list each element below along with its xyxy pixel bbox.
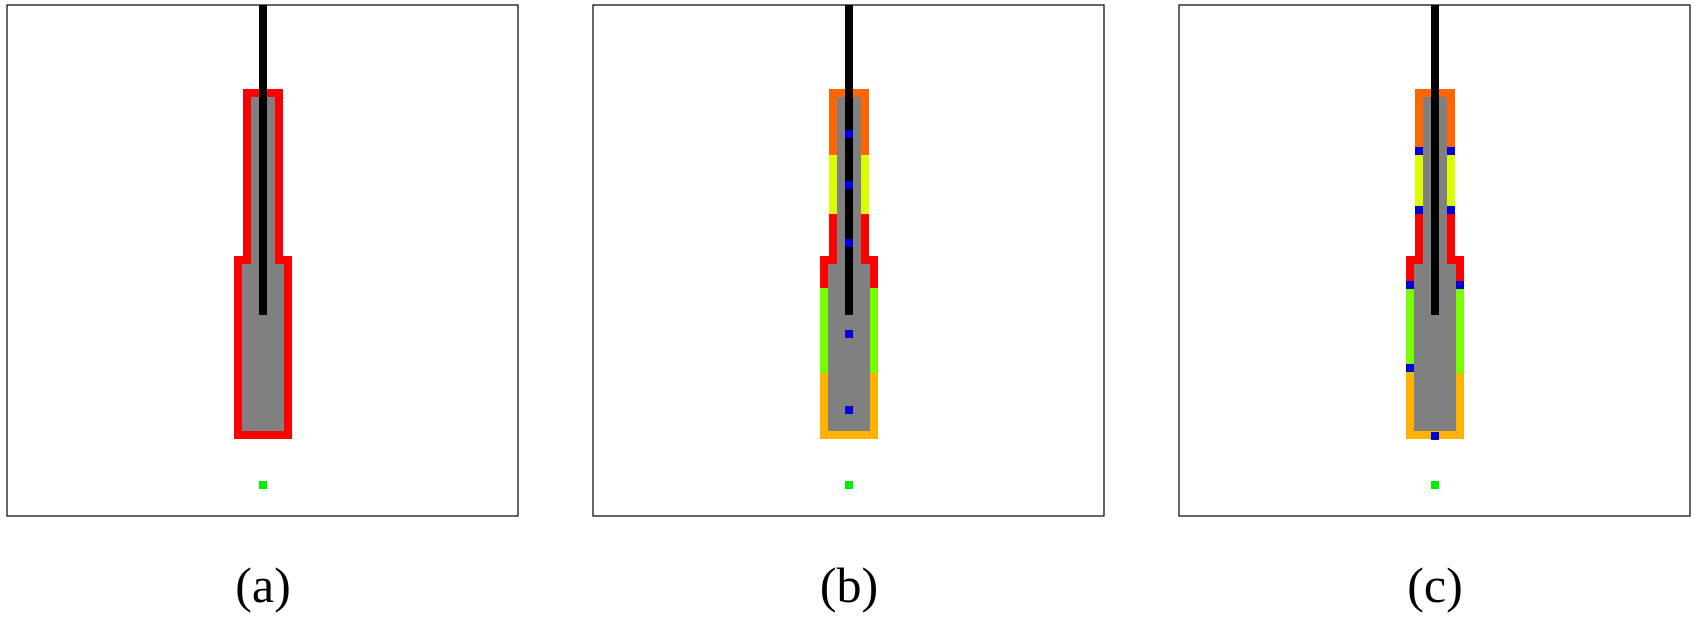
target-point: [259, 481, 267, 489]
panel-caption: (b): [820, 557, 878, 613]
marker: [845, 239, 853, 247]
panel-caption: (c): [1407, 557, 1463, 613]
rod: [259, 5, 267, 315]
marker: [1415, 206, 1423, 214]
marker: [845, 130, 853, 138]
marker: [1406, 281, 1414, 289]
panel-caption: (a): [235, 557, 291, 613]
marker: [1406, 364, 1414, 372]
marker: [1447, 206, 1455, 214]
rod: [845, 5, 853, 315]
marker: [1415, 147, 1423, 155]
target-point: [845, 481, 853, 489]
rod: [1431, 5, 1439, 315]
marker: [845, 330, 853, 338]
panel-b: (b): [592, 4, 1105, 613]
marker: [1456, 281, 1464, 289]
marker: [1431, 432, 1439, 440]
target-point: [1431, 481, 1439, 489]
marker: [1447, 147, 1455, 155]
panel-a: (a): [6, 4, 519, 613]
panel-c: (c): [1178, 4, 1691, 613]
marker: [845, 181, 853, 189]
marker: [845, 406, 853, 414]
